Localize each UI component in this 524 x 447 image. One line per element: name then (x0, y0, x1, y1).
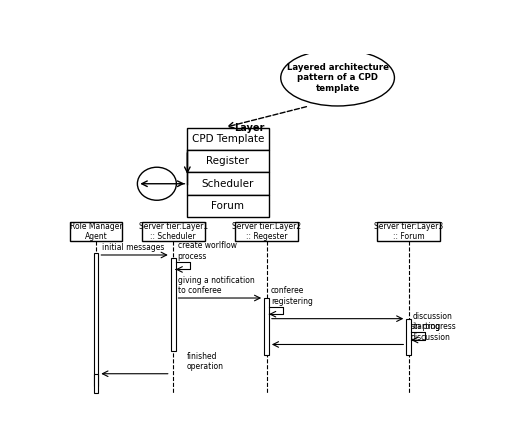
Bar (70, 222, 122, 241)
Bar (377, 222, 440, 241)
Text: Layered architecture
pattern of a CPD
template: Layered architecture pattern of a CPD te… (287, 63, 389, 93)
Bar (93, 374, 99, 392)
Text: discussion
in progress: discussion in progress (413, 312, 456, 331)
Text: Register: Register (206, 156, 249, 166)
Text: Forum: Forum (212, 201, 244, 211)
Bar (141, 222, 204, 241)
Text: Server tier:Layer3
:: Forum: Server tier:Layer3 :: Forum (374, 222, 443, 241)
Text: Scheduler: Scheduler (202, 178, 254, 189)
Bar (187, 173, 268, 195)
Text: Server tier:Layer2
:: Regester: Server tier:Layer2 :: Regester (232, 222, 301, 241)
Text: Server tier:Layer1
:: Scheduler: Server tier:Layer1 :: Scheduler (138, 222, 208, 241)
Text: Layer: Layer (234, 122, 265, 133)
Bar (187, 195, 268, 217)
Bar (264, 298, 269, 355)
Text: giving a notification
to conferee: giving a notification to conferee (178, 276, 254, 295)
Text: initial messages: initial messages (103, 243, 165, 252)
Bar (171, 258, 176, 351)
Bar (187, 128, 268, 150)
Text: finished
operation: finished operation (187, 352, 224, 371)
Text: Role Manager
Agent: Role Manager Agent (70, 222, 122, 241)
Bar (235, 222, 298, 241)
Bar (406, 319, 411, 355)
Ellipse shape (281, 50, 395, 106)
Bar (93, 253, 99, 386)
Text: starting
discussion: starting discussion (410, 322, 450, 342)
Text: CPD Template: CPD Template (192, 134, 264, 144)
Text: create worlflow
process: create worlflow process (178, 241, 236, 261)
Text: conferee
registering: conferee registering (271, 286, 313, 306)
Bar (187, 150, 268, 173)
